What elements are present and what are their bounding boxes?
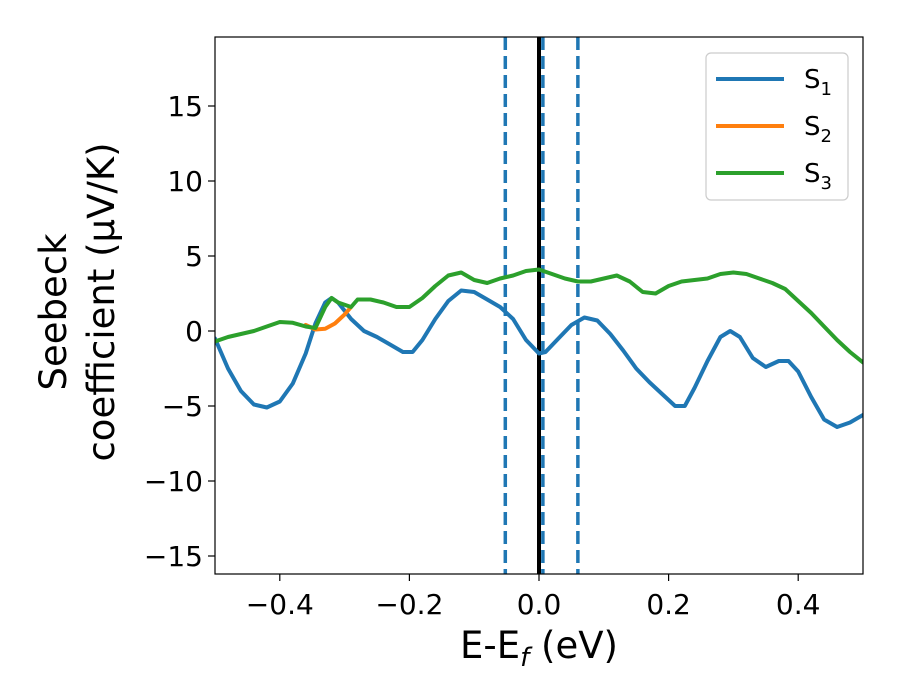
y-tick-label: 5	[185, 240, 203, 273]
x-tick-label: −0.4	[246, 588, 314, 621]
legend: S1 S2 S3	[705, 52, 849, 201]
x-axis-title: E-Ef (eV)	[460, 624, 618, 673]
y-tick-label: −15	[144, 540, 203, 573]
legend-label-S1: S1	[804, 65, 832, 100]
series-line-S1	[215, 288, 863, 429]
y-tick-label: −5	[162, 390, 203, 423]
x-tick-label: 0.2	[646, 588, 691, 621]
y-tick-label: 10	[167, 165, 203, 198]
axis-titles: E-Ef (eV) Seebeck coefficient (μV/K)	[32, 142, 618, 673]
y-tick-label: −10	[144, 465, 203, 498]
axes: −0.4 −0.2 0.0 0.2 0.4 −15 −10 −5 0 5 10 15	[144, 36, 864, 621]
y-tick-label: 0	[185, 315, 203, 348]
x-tick-label: −0.2	[375, 588, 443, 621]
y-axis-title-line1: Seebeck	[32, 233, 75, 391]
legend-label-S2: S2	[804, 112, 832, 147]
y-axis-title-line2: coefficient (μV/K)	[80, 142, 123, 461]
plot-area	[215, 37, 863, 574]
x-tick-label: 0.0	[517, 588, 562, 621]
y-tick-label: 15	[167, 90, 203, 123]
series-line-S3	[215, 267, 863, 365]
x-tick-label: 0.4	[776, 588, 821, 621]
legend-label-S3: S3	[804, 159, 832, 194]
